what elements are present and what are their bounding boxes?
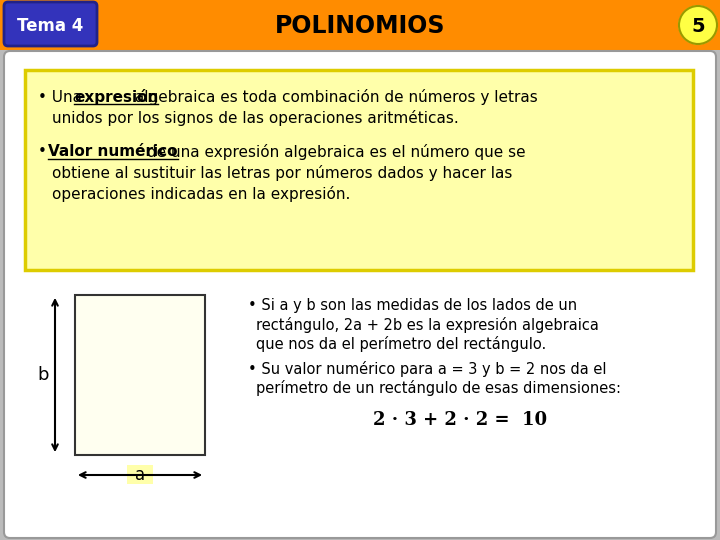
Circle shape [679,6,717,44]
Text: perímetro de un rectángulo de esas dimensiones:: perímetro de un rectángulo de esas dimen… [256,380,621,396]
Text: expresión: expresión [74,89,158,105]
FancyBboxPatch shape [4,2,97,46]
Text: •: • [38,145,52,159]
Text: • Su valor numérico para a = 3 y b = 2 nos da el: • Su valor numérico para a = 3 y b = 2 n… [248,361,606,377]
Text: a: a [135,466,145,484]
Text: Valor numérico: Valor numérico [48,145,178,159]
Text: rectángulo, 2a + 2b es la expresión algebraica: rectángulo, 2a + 2b es la expresión alge… [256,317,599,333]
FancyBboxPatch shape [25,70,693,270]
FancyBboxPatch shape [4,51,716,538]
Text: de una expresión algebraica es el número que se: de una expresión algebraica es el número… [142,144,526,160]
Text: 5: 5 [691,17,705,36]
FancyBboxPatch shape [0,0,720,50]
Text: POLINOMIOS: POLINOMIOS [275,14,445,38]
Text: algebraica es toda combinación de números y letras: algebraica es toda combinación de número… [130,89,538,105]
Text: • Si a y b son las medidas de los lados de un: • Si a y b son las medidas de los lados … [248,298,577,313]
Text: que nos da el perímetro del rectángulo.: que nos da el perímetro del rectángulo. [256,336,546,352]
Text: b: b [37,366,49,384]
Bar [75,295,205,455]
Text: 2 · 3 + 2 · 2 =  10: 2 · 3 + 2 · 2 = 10 [373,411,547,429]
Text: • Una: • Una [38,90,87,105]
Text: obtiene al sustituir las letras por números dados y hacer las: obtiene al sustituir las letras por núme… [52,165,513,181]
FancyBboxPatch shape [127,465,153,484]
Text: operaciones indicadas en la expresión.: operaciones indicadas en la expresión. [52,186,351,202]
Text: Tema 4: Tema 4 [17,17,84,35]
Text: unidos por los signos de las operaciones aritméticas.: unidos por los signos de las operaciones… [52,110,459,126]
